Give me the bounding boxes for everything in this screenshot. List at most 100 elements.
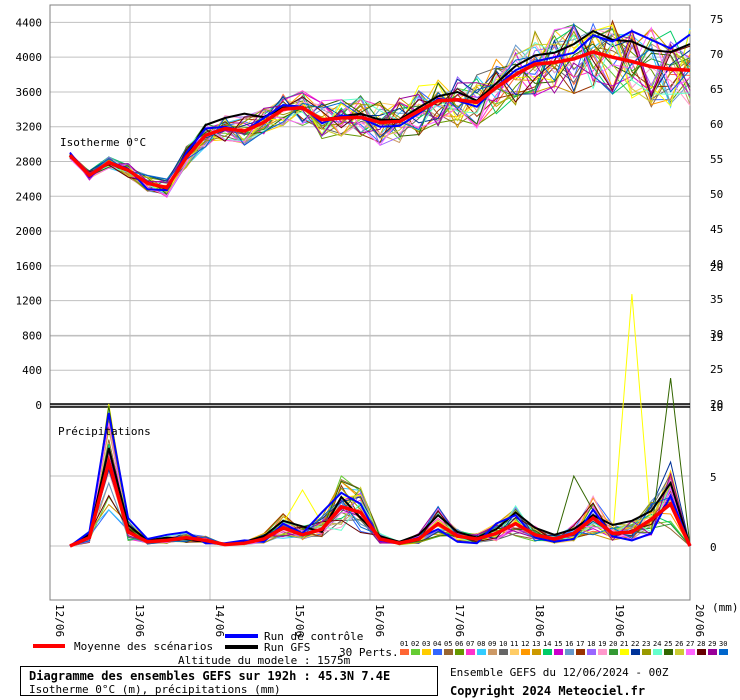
pert-number: 04 [433,640,441,648]
series-precip-line [69,455,692,548]
left-tick-label: 4000 [16,51,43,64]
pert-number: 02 [411,640,419,648]
pert-number: 06 [455,640,463,648]
pert-number: 21 [620,640,628,648]
pert-swatch [499,649,508,655]
pert-number: 11 [510,640,518,648]
right-tick-label: 70 [710,48,723,61]
perturbation-swatches: 01 02 03 04 05 06 07 08 09 10 11 12 13 14 15 16 17 18 19 20… [400,640,728,655]
perturbation-line [69,34,691,180]
x-tick-label: 19/06 [613,604,626,637]
perturbation-precip-line [69,408,691,547]
x-tick-label: 12/06 [53,604,66,637]
pert-swatch [422,649,431,655]
pert-number: 27 [686,640,694,648]
pert-number: 08 [477,640,485,648]
perturbation-precip-line [69,447,691,547]
left-axis: 4400400036003200280024002000160012008004… [16,16,43,412]
pert-swatch [609,649,618,655]
pert-number: 09 [488,640,496,648]
copyright: Copyright 2024 Meteociel.fr [450,684,646,698]
right-tick-label: 25 [710,363,723,376]
right-tick-label: 30 [710,328,723,341]
left-tick-label: 1200 [16,295,43,308]
x-tick-label: 15/06 [293,604,306,637]
perturbation-precip-line [69,423,691,547]
legend-perts-label: 30 Perts. [339,646,399,659]
pert-number: 25 [664,640,672,648]
right-precip-tick-label: 20 [710,261,723,274]
left-tick-label: 400 [22,364,42,377]
pert-swatch [620,649,629,655]
right-tick-label: 45 [710,223,723,236]
right-tick-label: 35 [710,293,723,306]
perturbation-line [69,22,691,180]
pert-swatch [565,649,574,655]
x-tick-label: 17/06 [453,604,466,637]
pert-number: 18 [587,640,595,648]
x-tick-label: 16/06 [373,604,386,637]
right-tick-label: 40 [710,258,723,271]
perturbation-line [69,24,691,184]
pert-swatch [587,649,596,655]
right-tick-label: 20 [710,398,723,411]
left-tick-label: 800 [22,329,42,342]
pert-number: 13 [532,640,540,648]
main-series [68,29,692,548]
pert-swatch [521,649,530,655]
pert-swatch [532,649,541,655]
pert-swatch [675,649,684,655]
perturbation-lines [69,19,691,547]
right-precip-tick-label: 0 [710,541,717,554]
pert-swatch [576,649,585,655]
right-precip-tick-label: 15 [710,331,723,344]
perturbation-precip-line [69,430,691,547]
pert-number: 12 [521,640,529,648]
pert-swatch [477,649,486,655]
pert-number: 20 [609,640,617,648]
pert-swatch [598,649,607,655]
right-tick-label: 75 [710,13,723,26]
pert-number: 23 [642,640,650,648]
perturbation-line [69,32,691,194]
perturbation-line [69,23,691,191]
title-box: Diagramme des ensembles GEFS sur 192h : … [20,666,438,696]
pert-swatch [642,649,651,655]
altitude-label: Altitude du modele : 1575m [178,654,351,667]
right-tick-label: 50 [710,188,723,201]
pert-swatch [686,649,695,655]
precip-panel-label: Précipitations [58,425,151,438]
right-tick-label: 65 [710,83,723,96]
pert-number: 19 [598,640,606,648]
perturbation-line [69,19,691,193]
right-precip-tick-label: 10 [710,401,723,414]
pert-number: 30 [719,640,727,648]
ensemble-info: Ensemble GEFS du 12/06/2024 - 00Z [450,666,669,679]
pert-swatch [466,649,475,655]
series-line [68,50,691,190]
legend-gfs-label: Run GFS [264,641,310,654]
pert-swatch [697,649,706,655]
left-tick-label: 4400 [16,16,43,29]
pert-swatch [708,649,717,655]
perturbation-line [69,32,691,182]
pert-swatch [554,649,563,655]
x-axis: 12/06 13/06 14/06 15/06 16/06 17/06 18/06 19/06… [53,604,706,637]
pert-number: 01 [400,640,408,648]
x-tick-label: 14/06 [213,604,226,637]
pert-swatch [631,649,640,655]
left-tick-label: 3200 [16,121,43,134]
perturbation-precip-line [69,452,691,547]
pert-number: 22 [631,640,639,648]
x-unit-label: (mm) [712,601,739,614]
chart-title: Diagramme des ensembles GEFS sur 192h : … [29,669,391,683]
plot-frame [49,4,691,601]
pert-number: 14 [543,640,551,648]
left-tick-label: 2800 [16,156,43,169]
right-tick-label: 55 [710,153,723,166]
pert-swatch [433,649,442,655]
pert-swatch [719,649,728,655]
left-tick-label: 3600 [16,86,43,99]
